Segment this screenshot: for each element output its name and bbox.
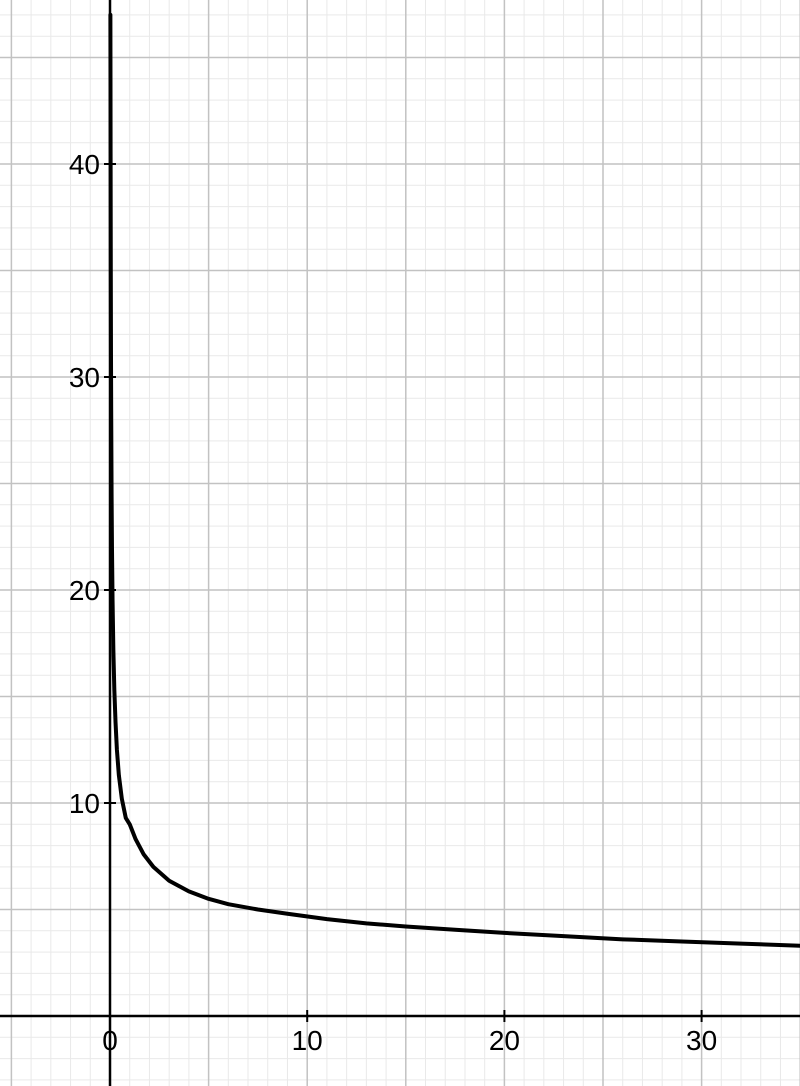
axes bbox=[0, 0, 800, 1086]
x-tick-label: 10 bbox=[292, 1025, 323, 1056]
curve bbox=[110, 15, 800, 946]
grid-minor bbox=[0, 0, 800, 1086]
chart-container: 0 10 20 30 10 20 30 40 bbox=[0, 0, 800, 1086]
x-tick-labels: 0 10 20 30 bbox=[102, 1025, 717, 1056]
y-tick-label: 10 bbox=[69, 788, 100, 819]
y-tick-label: 40 bbox=[69, 149, 100, 180]
y-tick-label: 20 bbox=[69, 575, 100, 606]
x-tick-label: 30 bbox=[686, 1025, 717, 1056]
grid-major bbox=[0, 0, 800, 1086]
x-tick-label: 20 bbox=[489, 1025, 520, 1056]
line-chart: 0 10 20 30 10 20 30 40 bbox=[0, 0, 800, 1086]
y-tick-label: 30 bbox=[69, 362, 100, 393]
x-tick-label: 0 bbox=[102, 1025, 118, 1056]
